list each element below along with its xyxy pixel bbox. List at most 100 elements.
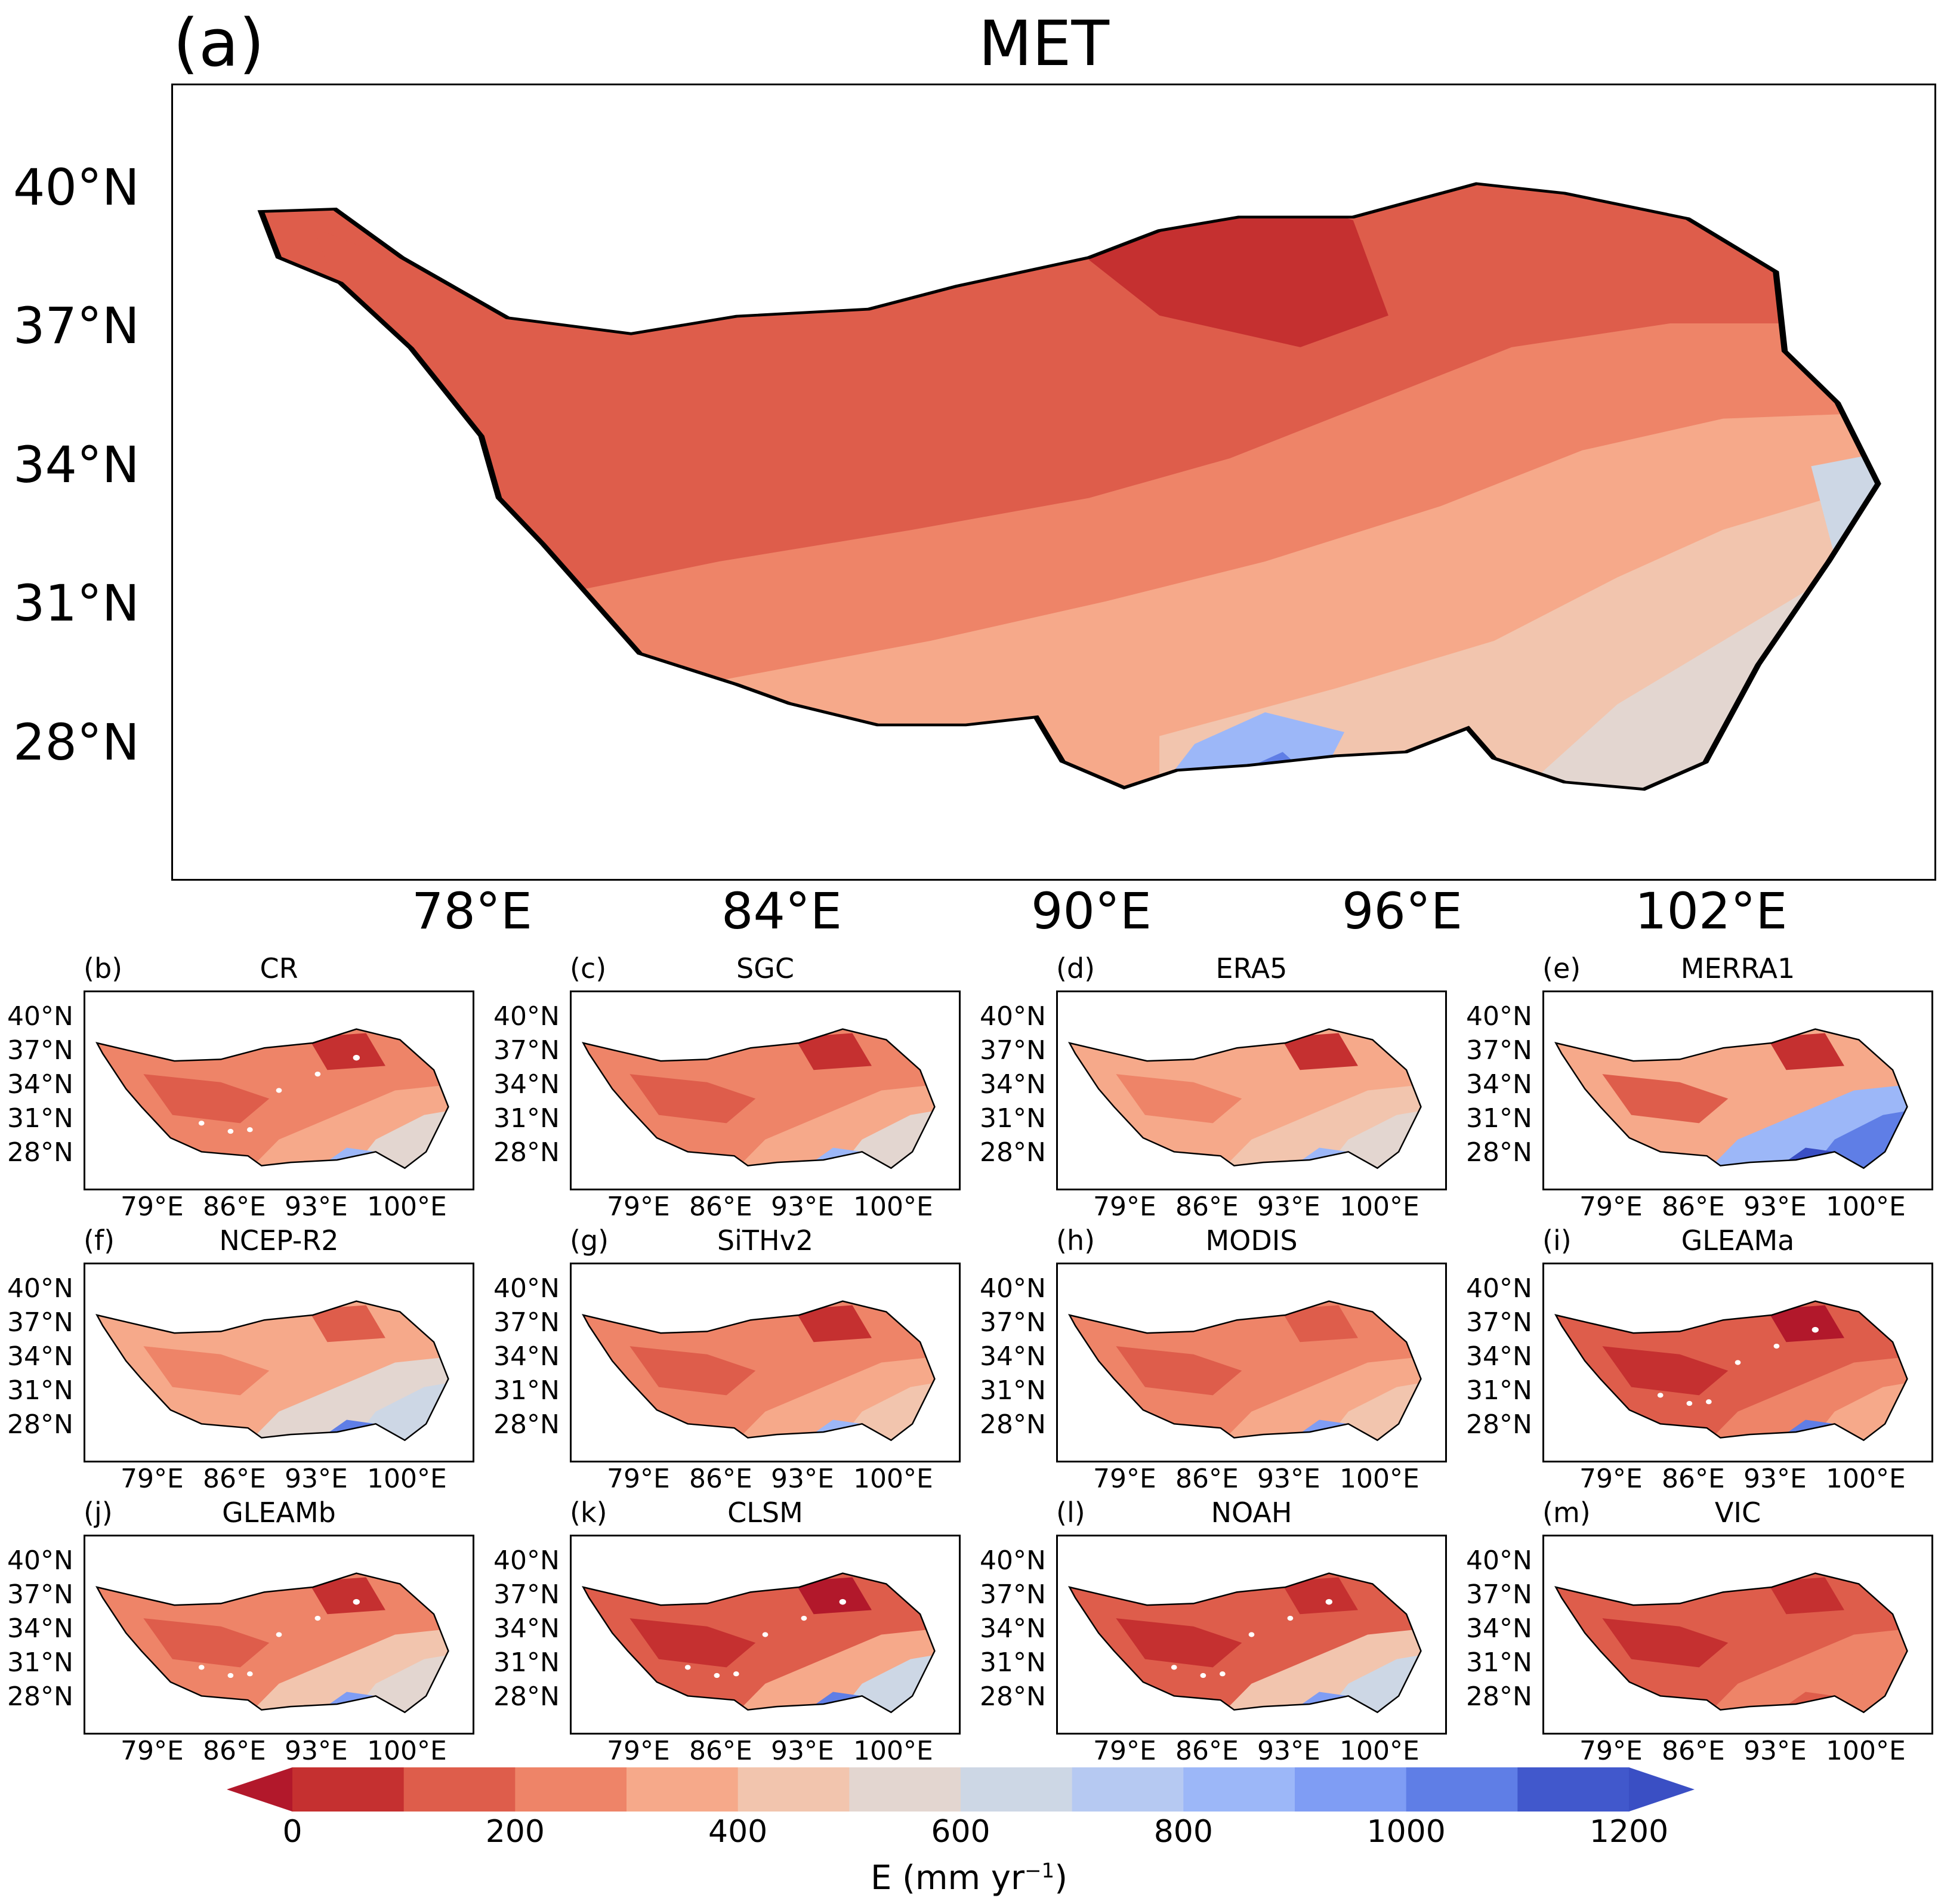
panel-map-svg-noah (1058, 1536, 1445, 1733)
panel-lon-tick-noah-2: 93°E (1257, 1736, 1320, 1766)
panel-map-svg-merra1 (1544, 992, 1931, 1189)
panel-lat-tick-era5-0: 40°N (980, 1001, 1046, 1032)
panel-map-svg-clsm (572, 1536, 959, 1733)
panel-lat-tick-gleamb-1: 37°N (7, 1579, 73, 1610)
colorbar (227, 1767, 1695, 1812)
colorbar-extend-high (1629, 1767, 1695, 1812)
panel-lon-tick-ncepr2-2: 93°E (285, 1464, 348, 1494)
panel-lat-tick-sithv2-4: 28°N (493, 1409, 560, 1440)
panel-map-svg-cr (85, 992, 473, 1189)
panel-title-ncepr2: NCEP-R2 (219, 1224, 339, 1257)
panel-title-vic: VIC (1714, 1496, 1761, 1529)
panel-title-merra1: MERRA1 (1680, 952, 1795, 985)
panel-lat-tick-vic-0: 40°N (1466, 1545, 1532, 1576)
main-lat-tick-34: 34°N (13, 436, 140, 494)
panel-lon-tick-sgc-2: 93°E (771, 1192, 834, 1222)
panel-lon-tick-vic-2: 93°E (1743, 1736, 1807, 1766)
colorbar-tick-5: 1000 (1366, 1814, 1446, 1850)
main-map-frame (171, 84, 1936, 881)
panel-title-clsm: CLSM (727, 1496, 803, 1529)
panel-map-noah (1056, 1535, 1447, 1735)
panel-title-gleamb: GLEAMb (222, 1496, 336, 1529)
panel-lat-tick-clsm-4: 28°N (493, 1681, 560, 1712)
colorbar-tick-1: 200 (485, 1814, 545, 1850)
colorbar-label-main: E (mm yr (870, 1859, 1025, 1897)
panel-letter-era5: (d) (1056, 952, 1095, 985)
panel-lat-tick-ncepr2-0: 40°N (7, 1273, 73, 1304)
panel-lat-tick-cr-3: 31°N (7, 1103, 73, 1134)
panel-map-merra1 (1542, 990, 1933, 1190)
panel-lon-tick-clsm-0: 79°E (607, 1736, 670, 1766)
panel-lat-tick-era5-2: 34°N (980, 1069, 1046, 1100)
panel-lon-tick-clsm-1: 86°E (689, 1736, 752, 1766)
panel-lon-tick-gleama-1: 86°E (1662, 1464, 1725, 1494)
main-lon-tick-84: 84°E (721, 882, 842, 940)
panel-lat-tick-sithv2-0: 40°N (493, 1273, 560, 1304)
panel-lon-tick-modis-2: 93°E (1257, 1464, 1320, 1494)
panel-map-sgc (570, 990, 961, 1190)
panel-lat-tick-clsm-2: 34°N (493, 1613, 560, 1644)
panel-lat-tick-noah-3: 31°N (980, 1647, 1046, 1678)
panel-lat-tick-gleama-0: 40°N (1466, 1273, 1532, 1304)
panel-boundary-sgc (583, 1029, 934, 1168)
colorbar-bin-10 (1406, 1767, 1518, 1812)
panel-boundary-clsm (583, 1573, 934, 1712)
panel-boundary-gleama (1556, 1301, 1907, 1440)
panel-field-clsm (583, 1573, 935, 1712)
panel-lat-tick-noah-4: 28°N (980, 1681, 1046, 1712)
panel-lat-tick-sithv2-3: 31°N (493, 1375, 560, 1406)
colorbar-tick-6: 1200 (1589, 1814, 1669, 1850)
colorbar-bin-9 (1295, 1767, 1407, 1812)
main-evaporation-field (261, 183, 1878, 789)
panel-map-ncepr2 (84, 1263, 474, 1462)
panel-lat-tick-gleamb-0: 40°N (7, 1545, 73, 1576)
panel-lon-tick-sgc-1: 86°E (689, 1192, 752, 1222)
panel-lat-tick-gleama-3: 31°N (1466, 1375, 1532, 1406)
panel-title-cr: CR (260, 952, 298, 985)
panel-title-sgc: SGC (736, 952, 794, 985)
panel-lat-tick-vic-2: 34°N (1466, 1613, 1532, 1644)
panel-map-gleama (1542, 1263, 1933, 1462)
main-map-svg (173, 85, 1934, 879)
panel-boundary-vic (1556, 1573, 1907, 1712)
panel-lat-tick-noah-1: 37°N (980, 1579, 1046, 1610)
panel-letter-modis: (h) (1056, 1224, 1095, 1257)
panel-letter-cr: (b) (84, 952, 123, 985)
panel-letter-merra1: (e) (1542, 952, 1581, 985)
panel-lon-tick-vic-3: 100°E (1826, 1736, 1906, 1766)
panel-lat-tick-sgc-0: 40°N (493, 1001, 560, 1032)
panel-map-svg-gleama (1544, 1264, 1931, 1461)
colorbar-bin-0 (292, 1767, 405, 1812)
panel-lat-tick-sgc-4: 28°N (493, 1137, 560, 1168)
panel-lat-tick-ncepr2-1: 37°N (7, 1307, 73, 1338)
main-lat-tick-37: 37°N (13, 297, 140, 355)
colorbar-bin-7 (1072, 1767, 1184, 1812)
panel-lat-tick-merra1-4: 28°N (1466, 1137, 1532, 1168)
panel-lon-tick-cr-3: 100°E (367, 1192, 447, 1222)
panel-title-era5: ERA5 (1215, 952, 1288, 985)
panel-map-svg-vic (1544, 1536, 1931, 1733)
panel-lat-tick-clsm-1: 37°N (493, 1579, 560, 1610)
panel-lat-tick-vic-4: 28°N (1466, 1681, 1532, 1712)
panel-lon-tick-sithv2-3: 100°E (853, 1464, 933, 1494)
main-lat-tick-28: 28°N (13, 713, 140, 772)
panel-title-modis: MODIS (1205, 1224, 1298, 1257)
panel-lon-tick-merra1-3: 100°E (1826, 1192, 1906, 1222)
colorbar-tick-2: 400 (708, 1814, 768, 1850)
panel-field-modis (1069, 1301, 1421, 1440)
panel-lat-tick-cr-2: 34°N (7, 1069, 73, 1100)
panel-lat-tick-modis-3: 31°N (980, 1375, 1046, 1406)
colorbar-tick-4: 800 (1153, 1814, 1213, 1850)
panel-lon-tick-era5-3: 100°E (1340, 1192, 1419, 1222)
panel-lat-tick-vic-1: 37°N (1466, 1579, 1532, 1610)
panel-lat-tick-cr-4: 28°N (7, 1137, 73, 1168)
panel-field-sgc (583, 1029, 935, 1168)
panel-lat-tick-ncepr2-4: 28°N (7, 1409, 73, 1440)
panel-lat-tick-gleama-4: 28°N (1466, 1409, 1532, 1440)
colorbar-label: E (mm yr−1) (0, 1859, 1938, 1897)
panel-lat-tick-gleamb-3: 31°N (7, 1647, 73, 1678)
panel-boundary-modis (1069, 1301, 1421, 1440)
panel-field-vic (1556, 1573, 1908, 1712)
panel-lat-tick-modis-2: 34°N (980, 1341, 1046, 1372)
panel-boundary-cr (97, 1029, 448, 1168)
